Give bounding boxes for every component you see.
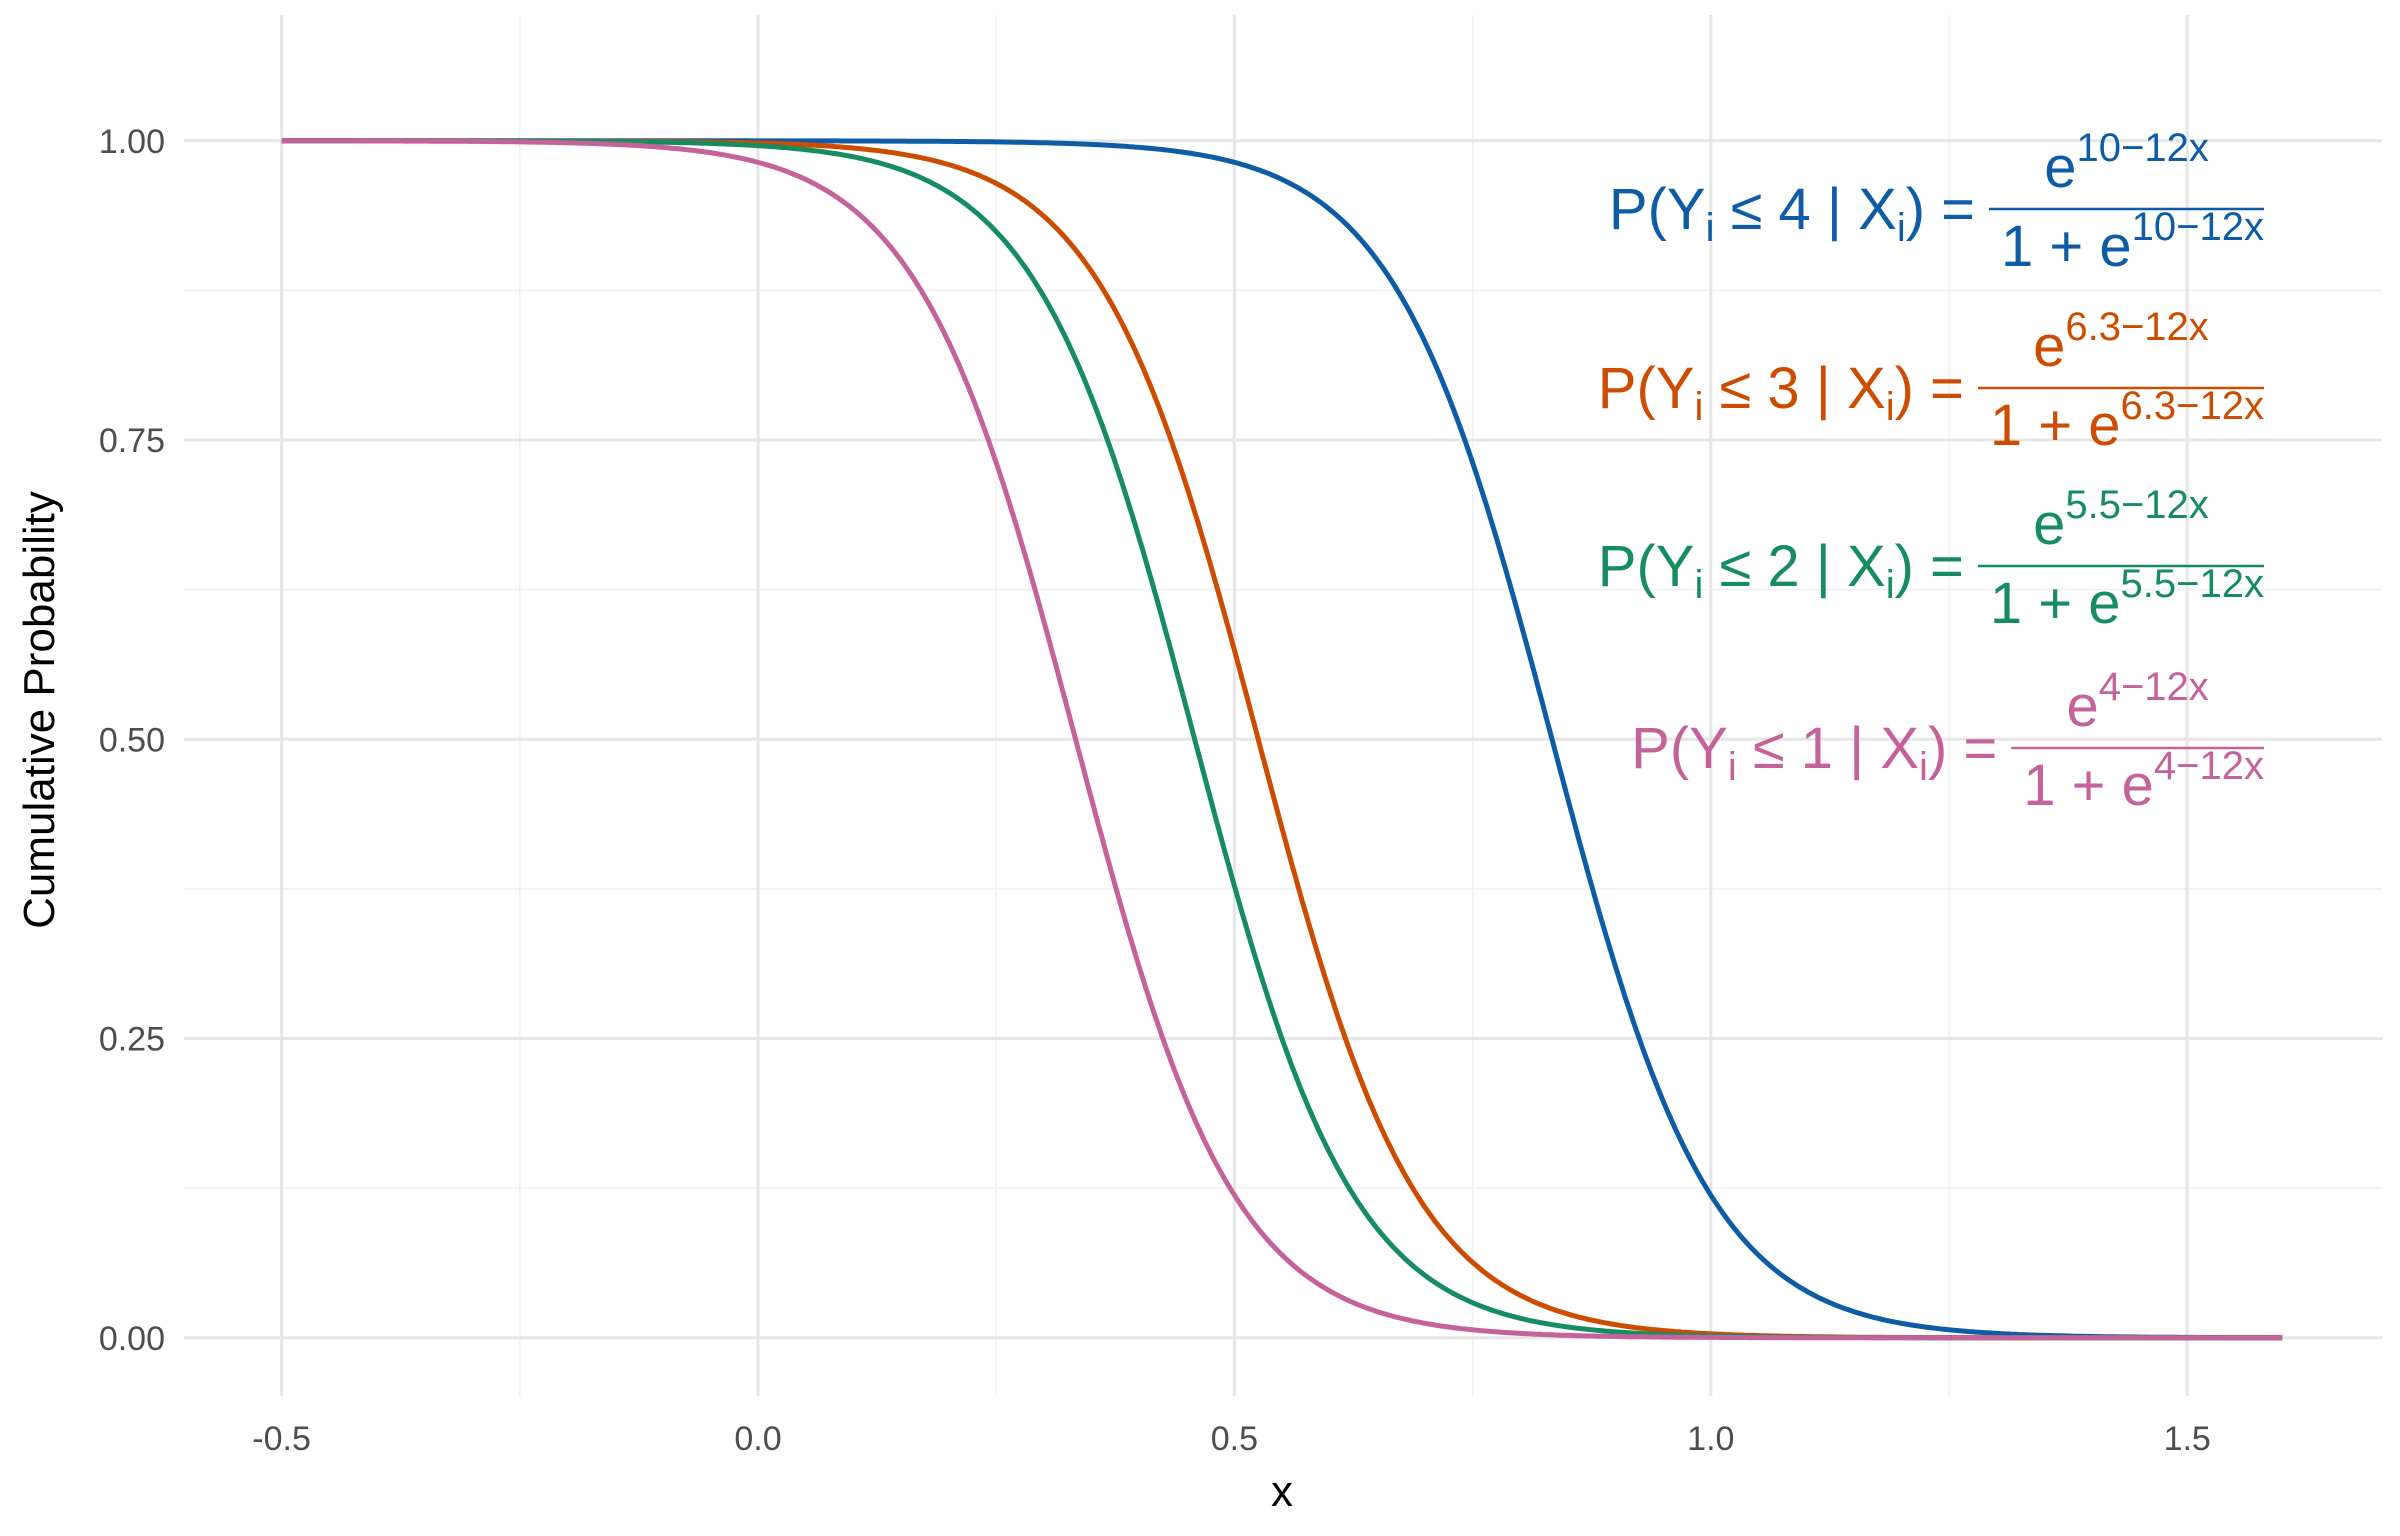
- equation-lhs: P(Yi ≤ 3 | Xi) =: [1598, 356, 1964, 429]
- y-tick-label: 1.00: [99, 123, 165, 161]
- equation-denominator: 1 + e10−12x: [2001, 205, 2264, 279]
- x-tick-label: 0.5: [1211, 1420, 1258, 1458]
- x-tick-label: 1.0: [1687, 1420, 1734, 1458]
- equation-lhs: P(Yi ≤ 2 | Xi) =: [1598, 534, 1964, 607]
- equation-lhs: P(Yi ≤ 1 | Xi) =: [1631, 716, 1997, 789]
- equation-numerator: e5.5−12x: [2033, 483, 2209, 557]
- equation-numerator: e10−12x: [2044, 126, 2209, 200]
- y-tick-label: 0.50: [99, 721, 165, 759]
- x-tick-label: 1.5: [2164, 1420, 2211, 1458]
- y-tick-label: 0.75: [99, 422, 165, 460]
- y-axis-title: Cumulative Probability: [15, 491, 64, 929]
- x-axis-title: x: [1271, 1467, 1293, 1516]
- curves: [281, 138, 2283, 1341]
- equation-numerator: e6.3−12x: [2033, 305, 2209, 379]
- y-tick-label: 0.00: [99, 1320, 165, 1358]
- equation-denominator: 1 + e6.3−12x: [1990, 384, 2264, 458]
- series-line: [281, 138, 2283, 1341]
- tick-labels: -0.5 0.0 0.5 1.0 1.5 0.00 0.25 0.50 0.75 1.00: [99, 123, 2211, 1458]
- equation-denominator: 1 + e4−12x: [2023, 744, 2264, 818]
- x-tick-label: -0.5: [252, 1420, 311, 1458]
- equation-denominator: 1 + e5.5−12x: [1990, 562, 2264, 636]
- x-tick-label: 0.0: [734, 1420, 781, 1458]
- y-tick-label: 0.25: [99, 1021, 165, 1059]
- equation-lhs: P(Yi ≤ 4 | Xi) =: [1609, 177, 1975, 250]
- equation-numerator: e4−12x: [2066, 665, 2208, 739]
